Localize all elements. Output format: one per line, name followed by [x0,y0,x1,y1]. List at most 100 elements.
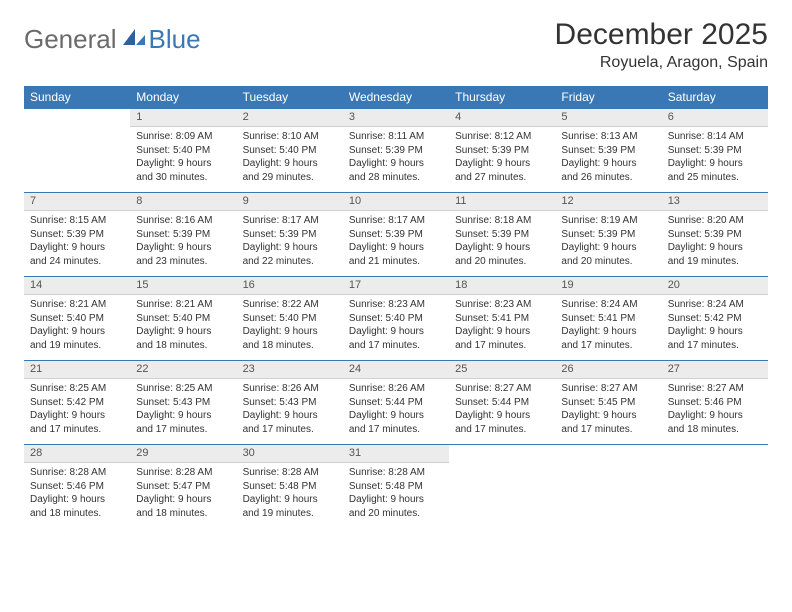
sunrise-text: Sunrise: 8:24 AM [561,298,655,312]
day-cell: Sunrise: 8:28 AMSunset: 5:48 PMDaylight:… [237,463,343,529]
day-number: 3 [343,109,449,127]
sunset-text: Sunset: 5:46 PM [30,480,124,494]
sunrise-text: Sunrise: 8:21 AM [136,298,230,312]
page-header: General Blue December 2025 Royuela, Arag… [24,18,768,72]
day-number: 24 [343,361,449,379]
day-cell [24,127,130,193]
day-cell: Sunrise: 8:23 AMSunset: 5:41 PMDaylight:… [449,295,555,361]
day-number: 6 [662,109,768,127]
sunrise-text: Sunrise: 8:28 AM [30,466,124,480]
sunrise-text: Sunrise: 8:27 AM [561,382,655,396]
d2-text: and 22 minutes. [243,255,337,269]
day-cell: Sunrise: 8:21 AMSunset: 5:40 PMDaylight:… [24,295,130,361]
sunrise-text: Sunrise: 8:20 AM [668,214,762,228]
month-title: December 2025 [555,18,768,52]
sunrise-text: Sunrise: 8:28 AM [136,466,230,480]
sunset-text: Sunset: 5:48 PM [243,480,337,494]
sunset-text: Sunset: 5:48 PM [349,480,443,494]
d1-text: Daylight: 9 hours [349,157,443,171]
day-cell: Sunrise: 8:26 AMSunset: 5:43 PMDaylight:… [237,379,343,445]
weekday-header: Thursday [449,86,555,109]
d1-text: Daylight: 9 hours [349,241,443,255]
content-row: Sunrise: 8:28 AMSunset: 5:46 PMDaylight:… [24,463,768,529]
d2-text: and 17 minutes. [30,423,124,437]
sunset-text: Sunset: 5:39 PM [455,228,549,242]
sunrise-text: Sunrise: 8:09 AM [136,130,230,144]
d1-text: Daylight: 9 hours [455,325,549,339]
day-number: 16 [237,277,343,295]
d2-text: and 24 minutes. [30,255,124,269]
sunset-text: Sunset: 5:40 PM [243,144,337,158]
d2-text: and 18 minutes. [136,507,230,521]
sunrise-text: Sunrise: 8:12 AM [455,130,549,144]
sunset-text: Sunset: 5:45 PM [561,396,655,410]
sunset-text: Sunset: 5:42 PM [30,396,124,410]
sunset-text: Sunset: 5:46 PM [668,396,762,410]
content-row: Sunrise: 8:15 AMSunset: 5:39 PMDaylight:… [24,211,768,277]
d2-text: and 21 minutes. [349,255,443,269]
day-cell: Sunrise: 8:23 AMSunset: 5:40 PMDaylight:… [343,295,449,361]
day-cell: Sunrise: 8:12 AMSunset: 5:39 PMDaylight:… [449,127,555,193]
day-cell: Sunrise: 8:27 AMSunset: 5:44 PMDaylight:… [449,379,555,445]
sunrise-text: Sunrise: 8:14 AM [668,130,762,144]
sunrise-text: Sunrise: 8:19 AM [561,214,655,228]
day-number: 13 [662,193,768,211]
day-number: 19 [555,277,661,295]
sunrise-text: Sunrise: 8:28 AM [349,466,443,480]
d2-text: and 19 minutes. [668,255,762,269]
day-number: 25 [449,361,555,379]
sunrise-text: Sunrise: 8:21 AM [30,298,124,312]
sunset-text: Sunset: 5:43 PM [243,396,337,410]
daynum-row: 78910111213 [24,193,768,211]
sunrise-text: Sunrise: 8:16 AM [136,214,230,228]
content-row: Sunrise: 8:09 AMSunset: 5:40 PMDaylight:… [24,127,768,193]
location-text: Royuela, Aragon, Spain [555,54,768,72]
day-cell: Sunrise: 8:10 AMSunset: 5:40 PMDaylight:… [237,127,343,193]
brand-part2: Blue [149,24,201,55]
d2-text: and 17 minutes. [349,423,443,437]
day-cell: Sunrise: 8:25 AMSunset: 5:42 PMDaylight:… [24,379,130,445]
d2-text: and 29 minutes. [243,171,337,185]
d1-text: Daylight: 9 hours [136,157,230,171]
day-number: 5 [555,109,661,127]
day-number: 9 [237,193,343,211]
day-number: 23 [237,361,343,379]
day-number: 30 [237,445,343,463]
sunrise-text: Sunrise: 8:17 AM [243,214,337,228]
day-cell: Sunrise: 8:27 AMSunset: 5:45 PMDaylight:… [555,379,661,445]
day-number [555,445,661,463]
sunset-text: Sunset: 5:39 PM [668,228,762,242]
sunset-text: Sunset: 5:41 PM [561,312,655,326]
day-cell: Sunrise: 8:24 AMSunset: 5:42 PMDaylight:… [662,295,768,361]
d1-text: Daylight: 9 hours [455,241,549,255]
day-number: 10 [343,193,449,211]
sunrise-text: Sunrise: 8:17 AM [349,214,443,228]
sunrise-text: Sunrise: 8:13 AM [561,130,655,144]
d1-text: Daylight: 9 hours [243,157,337,171]
day-number: 1 [130,109,236,127]
title-block: December 2025 Royuela, Aragon, Spain [555,18,768,72]
day-cell: Sunrise: 8:25 AMSunset: 5:43 PMDaylight:… [130,379,236,445]
sunset-text: Sunset: 5:39 PM [455,144,549,158]
brand-part1: General [24,24,117,55]
d2-text: and 17 minutes. [349,339,443,353]
day-cell [449,463,555,529]
sunrise-text: Sunrise: 8:15 AM [30,214,124,228]
day-cell: Sunrise: 8:27 AMSunset: 5:46 PMDaylight:… [662,379,768,445]
d2-text: and 19 minutes. [243,507,337,521]
content-row: Sunrise: 8:25 AMSunset: 5:42 PMDaylight:… [24,379,768,445]
day-cell: Sunrise: 8:24 AMSunset: 5:41 PMDaylight:… [555,295,661,361]
sunset-text: Sunset: 5:39 PM [561,228,655,242]
d1-text: Daylight: 9 hours [30,241,124,255]
d2-text: and 17 minutes. [136,423,230,437]
daynum-row: 28293031 [24,445,768,463]
day-cell: Sunrise: 8:09 AMSunset: 5:40 PMDaylight:… [130,127,236,193]
sunset-text: Sunset: 5:39 PM [243,228,337,242]
day-number: 8 [130,193,236,211]
sunrise-text: Sunrise: 8:27 AM [668,382,762,396]
calendar-body: 123456Sunrise: 8:09 AMSunset: 5:40 PMDay… [24,109,768,529]
weekday-header: Tuesday [237,86,343,109]
d1-text: Daylight: 9 hours [349,325,443,339]
d1-text: Daylight: 9 hours [243,325,337,339]
d1-text: Daylight: 9 hours [136,493,230,507]
